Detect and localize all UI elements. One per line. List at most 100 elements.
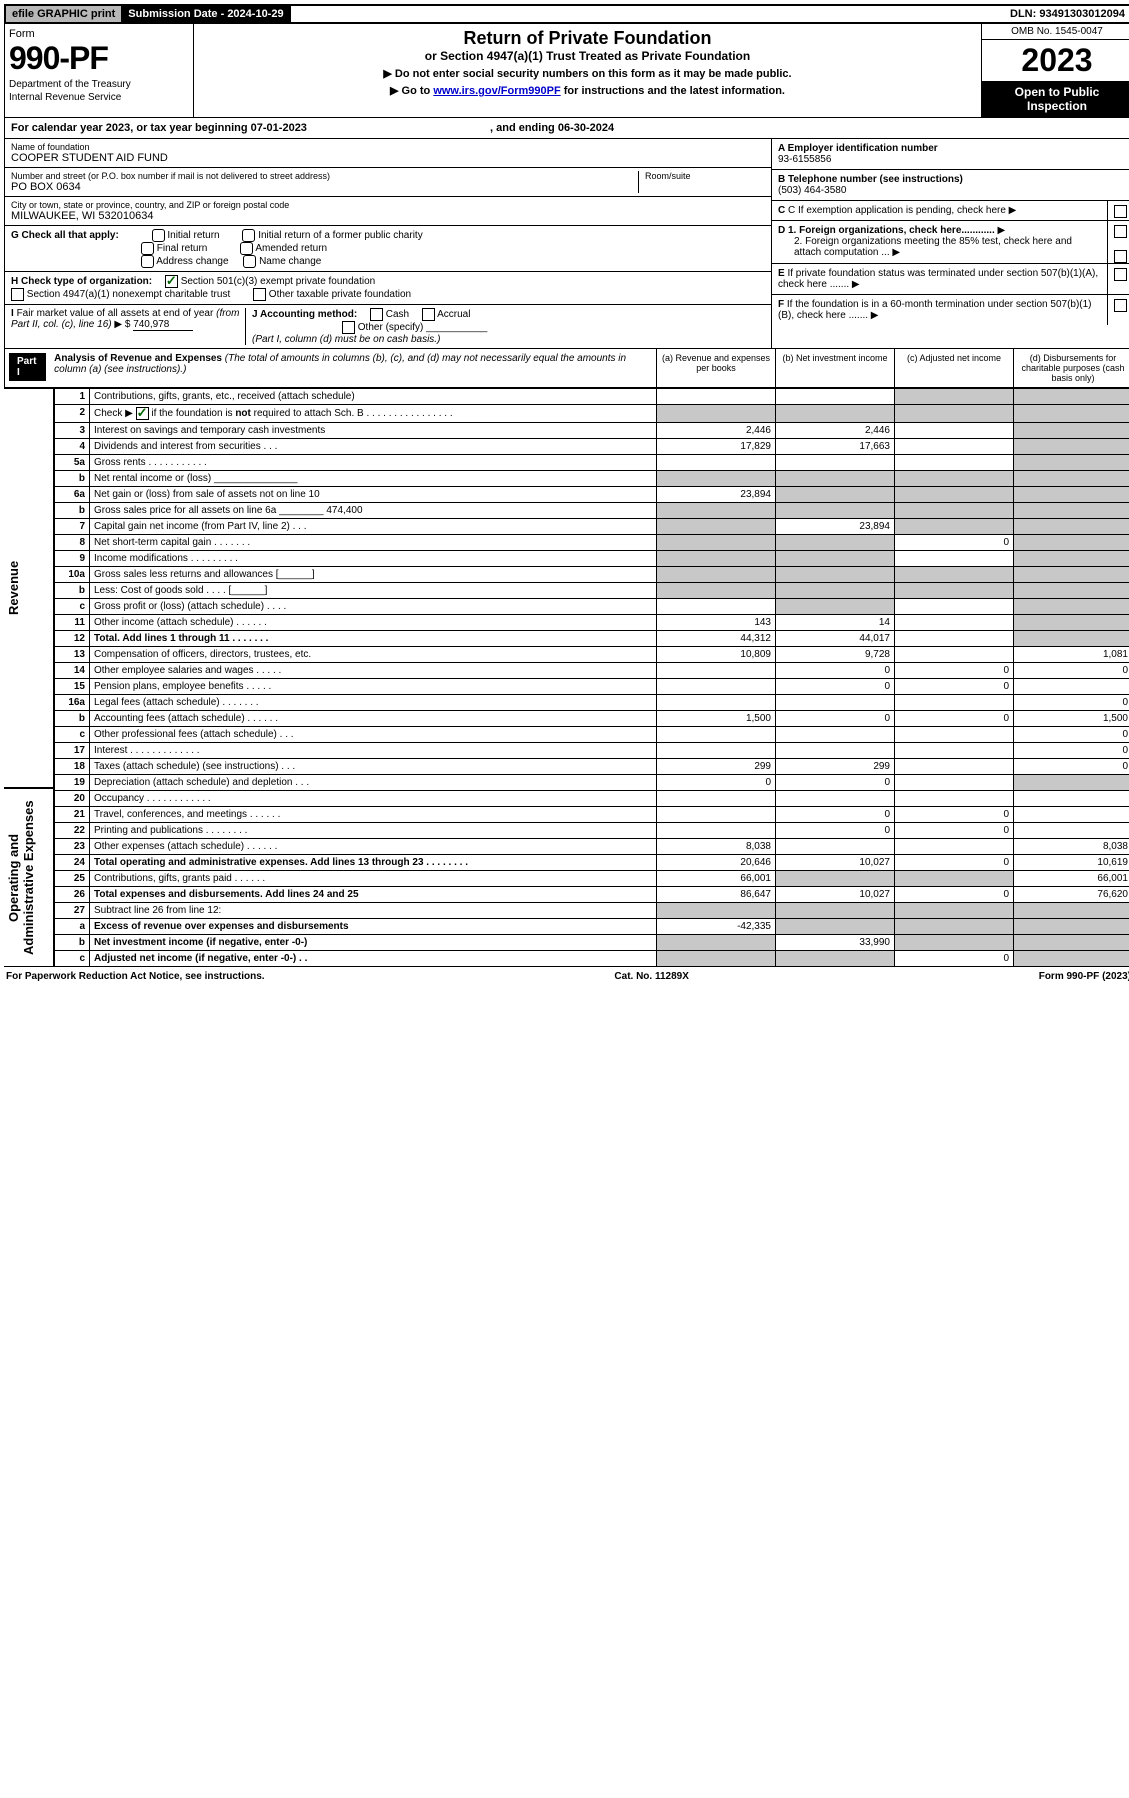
row-num: 3 <box>55 423 90 439</box>
row-desc: Net investment income (if negative, ente… <box>90 935 657 951</box>
info-grid: Name of foundation COOPER STUDENT AID FU… <box>4 139 1129 349</box>
amount-cell <box>657 679 776 695</box>
amount-cell: 8,038 <box>657 839 776 855</box>
amount-cell: 0 <box>776 711 895 727</box>
row-desc: Adjusted net income (if negative, enter … <box>90 951 657 967</box>
c-label: C If exemption application is pending, c… <box>788 205 1006 216</box>
table-row: 18Taxes (attach schedule) (see instructi… <box>55 759 1129 775</box>
amount-cell <box>1014 389 1129 405</box>
row-desc: Net rental income or (loss) ____________… <box>90 471 657 487</box>
row-desc: Capital gain net income (from Part IV, l… <box>90 519 657 535</box>
cb-4947[interactable] <box>11 288 24 301</box>
row-num: 2 <box>55 405 90 423</box>
form-link[interactable]: www.irs.gov/Form990PF <box>433 85 560 97</box>
row-desc: Other employee salaries and wages . . . … <box>90 663 657 679</box>
cb-address-change[interactable] <box>141 255 154 268</box>
amount-cell <box>776 791 895 807</box>
amount-cell <box>776 503 895 519</box>
cb-c[interactable] <box>1114 205 1127 218</box>
amount-cell <box>657 727 776 743</box>
j-other: Other (specify) <box>358 322 424 333</box>
cb-initial-return[interactable] <box>152 229 165 242</box>
row-num: 10a <box>55 567 90 583</box>
cb-d1[interactable] <box>1114 225 1127 238</box>
amount-cell: 44,017 <box>776 631 895 647</box>
amount-cell <box>895 791 1014 807</box>
calyear-end: 06-30-2024 <box>558 122 614 134</box>
cb-501c3[interactable] <box>165 275 178 288</box>
cb-initial-former[interactable] <box>242 229 255 242</box>
amount-cell <box>776 871 895 887</box>
g-opt-0: Initial return <box>167 230 219 241</box>
amount-cell <box>1014 519 1129 535</box>
cb-d2[interactable] <box>1114 250 1127 263</box>
cb-e[interactable] <box>1114 268 1127 281</box>
row-num: 15 <box>55 679 90 695</box>
omb-label: OMB No. 1545-0047 <box>982 24 1129 40</box>
cb-accrual[interactable] <box>422 308 435 321</box>
table-row: 26Total expenses and disbursements. Add … <box>55 887 1129 903</box>
form-header: Form 990-PF Department of the Treasury I… <box>4 24 1129 118</box>
amount-cell: 1,500 <box>1014 711 1129 727</box>
form-subtitle: or Section 4947(a)(1) Trust Treated as P… <box>198 49 977 63</box>
amount-cell <box>1014 567 1129 583</box>
amount-cell <box>1014 631 1129 647</box>
amount-cell <box>657 951 776 967</box>
amount-cell <box>776 535 895 551</box>
amount-cell <box>657 743 776 759</box>
cb-sch-b[interactable] <box>136 407 149 420</box>
amount-cell <box>895 471 1014 487</box>
row-desc: Occupancy . . . . . . . . . . . . <box>90 791 657 807</box>
amount-cell: 10,027 <box>776 855 895 871</box>
j-note: (Part I, column (d) must be on cash basi… <box>252 334 440 345</box>
h-opt-0: Section 501(c)(3) exempt private foundat… <box>181 276 376 287</box>
cb-f[interactable] <box>1114 299 1127 312</box>
amount-cell: 0 <box>895 711 1014 727</box>
note2-post: for instructions and the latest informat… <box>561 85 785 97</box>
amount-cell: 0 <box>776 775 895 791</box>
amount-cell <box>776 551 895 567</box>
table-row: 8Net short-term capital gain . . . . . .… <box>55 535 1129 551</box>
row-desc: Compensation of officers, directors, tru… <box>90 647 657 663</box>
h-opt-2: Other taxable private foundation <box>269 289 411 300</box>
row-desc: Dividends and interest from securities .… <box>90 439 657 455</box>
cb-cash[interactable] <box>370 308 383 321</box>
amount-cell <box>895 903 1014 919</box>
amount-cell <box>1014 615 1129 631</box>
cb-name-change[interactable] <box>243 255 256 268</box>
amount-cell <box>657 471 776 487</box>
amount-cell <box>776 389 895 405</box>
amount-cell: 0 <box>895 663 1014 679</box>
row-desc: Depreciation (attach schedule) and deple… <box>90 775 657 791</box>
cb-other-method[interactable] <box>342 321 355 334</box>
form-number: 990-PF <box>9 40 189 77</box>
table-row: 27Subtract line 26 from line 12: <box>55 903 1129 919</box>
row-desc: Printing and publications . . . . . . . … <box>90 823 657 839</box>
table-row: 24Total operating and administrative exp… <box>55 855 1129 871</box>
address: PO BOX 0634 <box>11 181 638 193</box>
amount-cell <box>657 935 776 951</box>
foundation-name-cell: Name of foundation COOPER STUDENT AID FU… <box>5 139 771 168</box>
amount-cell <box>1014 679 1129 695</box>
row-num: 7 <box>55 519 90 535</box>
cb-final-return[interactable] <box>141 242 154 255</box>
dept-label: Department of the Treasury <box>9 79 189 90</box>
row-num: 24 <box>55 855 90 871</box>
amount-cell <box>657 583 776 599</box>
amount-cell <box>895 919 1014 935</box>
j-cash: Cash <box>386 309 409 320</box>
amount-cell: 10,619 <box>1014 855 1129 871</box>
table-row: 10aGross sales less returns and allowanc… <box>55 567 1129 583</box>
row-num: c <box>55 599 90 615</box>
amount-cell: 44,312 <box>657 631 776 647</box>
h-opt-1: Section 4947(a)(1) nonexempt charitable … <box>27 289 230 300</box>
amount-cell: 23,894 <box>776 519 895 535</box>
cb-other-taxable[interactable] <box>253 288 266 301</box>
amount-cell <box>776 405 895 423</box>
amount-cell <box>895 551 1014 567</box>
row-desc: Subtract line 26 from line 12: <box>90 903 657 919</box>
cb-amended[interactable] <box>240 242 253 255</box>
form-label: Form <box>9 28 189 40</box>
amount-cell <box>776 951 895 967</box>
amount-cell <box>776 487 895 503</box>
